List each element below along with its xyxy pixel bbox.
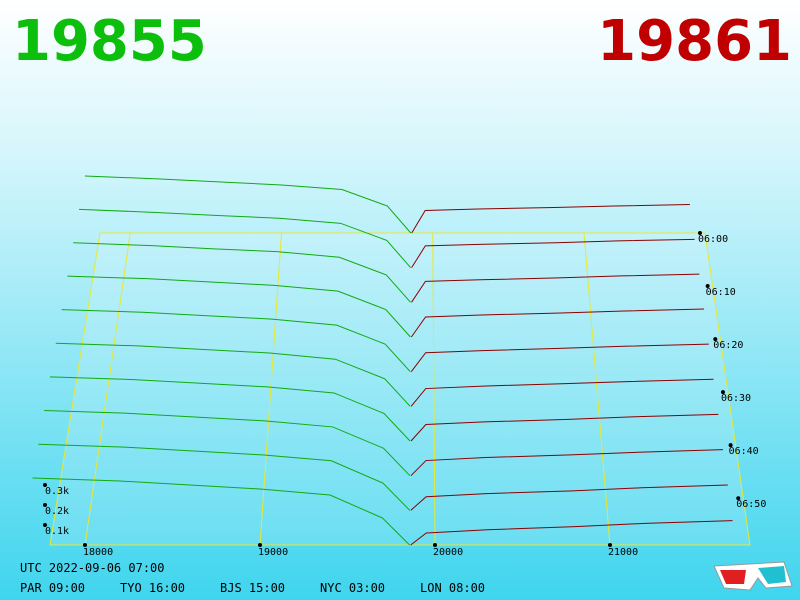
- bid-depth-line: [73, 242, 411, 303]
- tick-mark: [83, 543, 87, 547]
- time-tick-label: 06:50: [736, 499, 766, 510]
- depth-tick-mark: [43, 523, 47, 527]
- depth-tick-mark: [43, 483, 47, 487]
- bid-depth-line: [49, 376, 411, 442]
- depth-tick-mark: [43, 503, 47, 507]
- ask-depth-line: [410, 449, 724, 477]
- grid-line: [84, 232, 131, 546]
- bid-depth-line: [61, 309, 411, 373]
- time-tick-label: 06:00: [698, 234, 728, 245]
- 3d-glasses-icon[interactable]: [713, 561, 793, 591]
- plot: 18000 19000 20000 21000 0.1k 0.2k 0.3k 06:00 06:…: [32, 175, 766, 558]
- ask-depth-line: [411, 238, 695, 268]
- depth-tick-label: 0.2k: [45, 506, 69, 517]
- city-time: TYO 16:00: [120, 581, 185, 595]
- time-tick-label: 06:40: [729, 446, 759, 457]
- depth-tick-label: 0.3k: [45, 486, 69, 497]
- grid-line: [583, 232, 611, 546]
- x-tick-label: 19000: [258, 547, 288, 558]
- grid-line: [259, 232, 282, 546]
- time-tick-mark: [728, 443, 733, 448]
- bid-depth-line: [67, 275, 411, 338]
- city-time: BJS 15:00: [220, 581, 285, 595]
- time-tick-label: 06:30: [721, 393, 751, 404]
- ask-depth-line: [410, 378, 714, 407]
- ask-price: 19861: [597, 9, 792, 74]
- bid-depth-line: [32, 477, 410, 546]
- grid-line: [432, 232, 436, 546]
- x-tick-label: 20000: [433, 547, 463, 558]
- city-times: PAR 09:00 TYO 16:00 BJS 15:00 NYC 03:00 LON …: [20, 581, 485, 595]
- ask-depth-line: [411, 204, 690, 234]
- time-tick-label: 06:10: [706, 287, 736, 298]
- tick-mark: [258, 543, 262, 547]
- ask-depth-line: [410, 413, 719, 442]
- tick-mark: [433, 543, 437, 547]
- city-time: NYC 03:00: [320, 581, 385, 595]
- depth-tick-label: 0.1k: [45, 526, 69, 537]
- ask-depth-line: [410, 308, 705, 338]
- city-time: PAR 09:00: [20, 581, 85, 595]
- bid-depth-line: [84, 175, 412, 234]
- bid-price: 19855: [12, 9, 207, 74]
- city-time: LON 08:00: [420, 581, 485, 595]
- time-tick-label: 06:20: [713, 340, 743, 351]
- ask-depth-line: [411, 273, 700, 303]
- bid-depth-line: [79, 208, 412, 268]
- time-tick-mark: [705, 284, 710, 289]
- tick-mark: [608, 543, 612, 547]
- floor: [49, 232, 751, 546]
- ask-depth-line: [410, 484, 728, 511]
- utc-time: UTC 2022-09-06 07:00: [20, 561, 165, 575]
- bid-depth-line: [44, 410, 411, 477]
- bid-depth-line: [55, 342, 411, 407]
- bid-depth-line: [38, 443, 411, 511]
- time-tick-mark: [698, 231, 702, 235]
- x-tick-label: 18000: [83, 547, 113, 558]
- time-tick-mark: [736, 496, 741, 501]
- ask-depth-line: [410, 343, 709, 372]
- time-tick-mark: [720, 390, 725, 395]
- time-tick-mark: [713, 337, 718, 342]
- ask-depth-line: [410, 520, 733, 546]
- x-tick-label: 21000: [608, 547, 638, 558]
